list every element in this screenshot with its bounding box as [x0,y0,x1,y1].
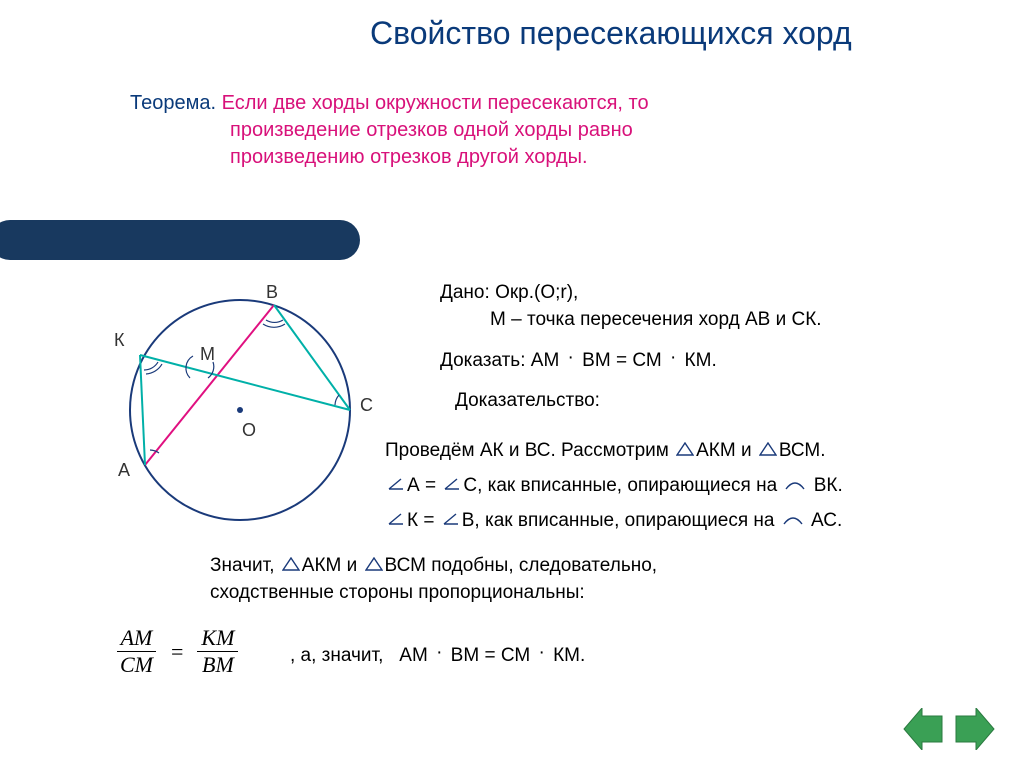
chord-kc [140,355,350,410]
proof-line-2: А = С, как вписанные, опирающиеся на ВК. [385,475,843,497]
angle-arc-b2 [263,324,285,327]
p2a: А = [407,475,436,496]
eq-sign-frac: = [171,639,183,665]
prove-prefix: Доказать: [440,350,531,371]
label-k: К [114,330,125,351]
p3a: К = [407,510,434,531]
angle-arc-k1 [144,362,158,370]
fraction-left: AM CM [116,625,157,678]
concl1c: ВСМ подобны, следовательно, [385,555,658,576]
p1a: Проведём АК и ВС. Рассмотрим [385,440,669,461]
label-a: A [118,460,130,481]
concl1a: Значит, [210,555,275,576]
prove-am: АМ [531,350,560,371]
final-cm: СМ [501,645,530,666]
arrow-left-icon [902,708,944,750]
arc-icon [784,475,806,497]
dot-3: · [436,642,442,663]
segment-bc [274,305,350,410]
frac-n2: KM [197,625,238,652]
theorem-label: Теорема. [130,92,216,114]
given-block: Дано: Окр.(О;r), М – точка пересечения х… [440,280,822,333]
theorem-line-3: произведению отрезков другой хорды. [230,146,588,168]
angle-icon [387,475,405,497]
theorem-line-2: произведение отрезков одной хорды равно [230,119,633,141]
proof-label: Доказательство: [455,390,600,412]
frac-n1: AM [117,625,157,652]
p2b: С, как вписанные, опирающиеся на [463,475,777,496]
angle-icon [387,510,405,532]
angle-arc-c [335,395,339,405]
p1t2: ВСМ. [779,440,826,461]
prove-km: КМ [685,350,712,371]
accent-bar [0,220,360,260]
p1t1: АКМ и [696,440,751,461]
final-km: КМ [553,645,580,666]
p3b: В, как вписанные, опирающиеся на [462,510,775,531]
segment-ak [140,355,145,465]
final-am: АМ [399,645,428,666]
angle-arc-b1 [266,320,283,322]
p2c: ВК. [814,475,843,496]
proof-line-3: К = В, как вписанные, опирающиеся на АС. [385,510,842,532]
page-title: Свойство пересекающихся хорд [370,15,852,52]
diagram-svg [80,260,400,530]
arc-icon [782,510,804,532]
center-point [237,407,243,413]
p3c: АС. [811,510,842,531]
given-l1: Окр.(О;r), [495,282,578,303]
dot-4: · [538,642,544,663]
final-conclusion: , а, значит, АМ · ВМ = СМ · КМ. [290,645,585,667]
proof-line-1: Проведём АК и ВС. Рассмотрим АКМ и ВСМ. [385,440,826,462]
final-t1: , а, значит, [290,645,383,666]
prove-cm: СМ [632,350,661,371]
frac-d2: BM [198,652,238,678]
circle-diagram: В К М С A О [80,260,400,530]
fraction-equation: AM CM = KM BM [110,625,244,678]
triangle-icon [676,440,694,462]
triangle-icon [759,440,777,462]
triangle-icon [282,555,300,577]
angle-icon [443,475,461,497]
given-prefix: Дано: [440,282,495,303]
label-o: О [242,420,256,441]
prev-button[interactable] [902,708,944,755]
conclusion-line-1: Значит, АКМ и ВСМ подобны, следовательно… [210,555,657,577]
theorem-statement: Теорема. Если две хорды окружности перес… [130,90,649,171]
conclusion-line-2: сходственные стороны пропорциональны: [210,582,585,604]
dot-1: · [568,347,574,368]
eq-sign-1: = [616,350,632,371]
prove-line: Доказать: АМ · ВМ = СМ · КМ. [440,350,717,372]
label-b: В [266,282,278,303]
triangle-icon [365,555,383,577]
frac-d1: CM [116,652,157,678]
label-c: С [360,395,373,416]
period-1: . [711,350,716,371]
label-m: М [200,344,215,365]
dot-2: · [670,347,676,368]
arrow-right-icon [954,708,996,750]
fraction-right: KM BM [197,625,238,678]
period-2: . [580,645,585,666]
eq-sign-2: = [484,645,500,666]
given-l2: М – точка пересечения хорд АВ и СК. [490,307,822,334]
angle-icon [442,510,460,532]
prove-bm: ВМ [582,350,611,371]
concl1b: АКМ и [302,555,357,576]
next-button[interactable] [954,708,996,755]
final-bm: ВМ [451,645,480,666]
theorem-line-1: Если две хорды окружности пересекаются, … [222,92,649,114]
